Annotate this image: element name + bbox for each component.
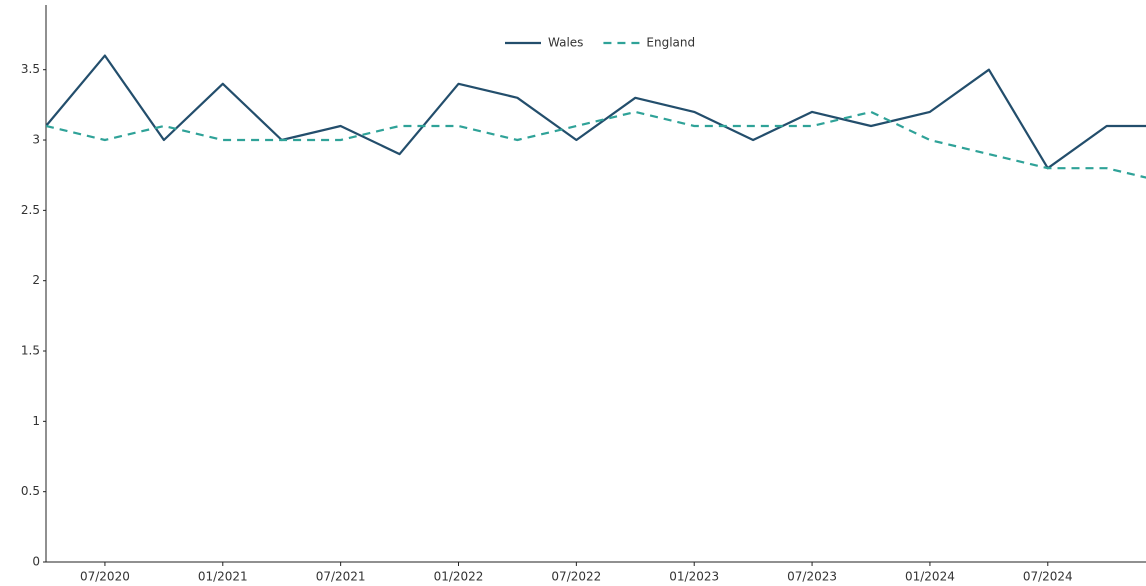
- series-line: [46, 54, 1146, 170]
- x-tick-label: 01/2024: [905, 570, 955, 584]
- x-tick-label: 07/2022: [551, 570, 601, 584]
- legend-label: Wales: [548, 36, 583, 50]
- x-tick-label: 07/2024: [1023, 570, 1073, 584]
- plot-area: [46, 54, 1146, 179]
- y-tick-label: 1: [32, 414, 40, 428]
- y-tick-label: 0.5: [21, 484, 40, 498]
- y-tick-label: 1.5: [21, 344, 40, 358]
- y-tick-label: 3.5: [21, 62, 40, 76]
- x-tick-label: 07/2023: [787, 570, 837, 584]
- legend-label: England: [646, 36, 695, 50]
- y-tick-label: 0: [32, 555, 40, 569]
- y-tick-label: 3: [32, 133, 40, 147]
- y-tick-label: 2: [32, 273, 40, 287]
- series-line: [46, 110, 1146, 179]
- x-tick-label: 01/2023: [669, 570, 719, 584]
- x-tick-label: 01/2021: [198, 570, 248, 584]
- x-tick-label: 07/2021: [316, 570, 366, 584]
- y-tick-label: 2.5: [21, 203, 40, 217]
- x-tick-label: 01/2022: [434, 570, 484, 584]
- x-tick-label: 07/2020: [80, 570, 130, 584]
